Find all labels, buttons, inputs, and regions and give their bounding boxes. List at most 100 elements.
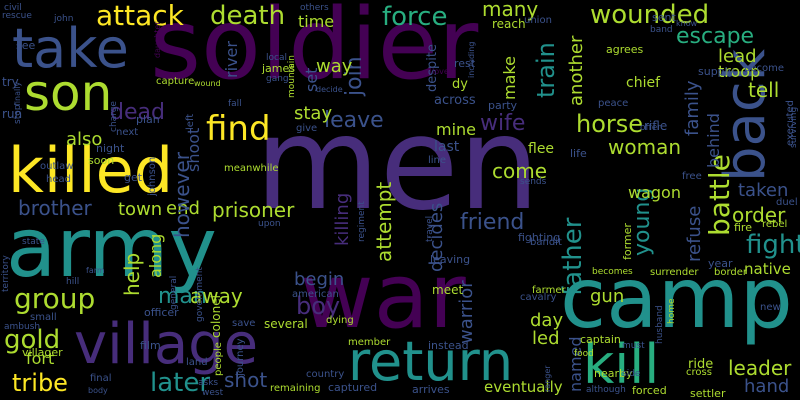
word: dying	[326, 315, 354, 326]
word: kill	[583, 333, 660, 396]
word: officer	[144, 306, 179, 319]
word: try	[2, 75, 19, 89]
word: ambush	[4, 322, 41, 332]
word: year	[708, 257, 733, 270]
word: plan	[136, 113, 160, 126]
word: forced	[632, 384, 667, 397]
word: eventually	[484, 378, 563, 396]
word: become	[744, 63, 785, 74]
word: finally	[13, 81, 22, 106]
word: offer	[640, 123, 661, 133]
word: regiment	[357, 201, 367, 242]
word: make	[500, 56, 519, 100]
word: last	[434, 139, 460, 155]
word: must	[622, 341, 645, 351]
word: rifle	[644, 119, 668, 133]
word: rescue	[2, 11, 32, 21]
word: friend	[460, 210, 525, 235]
word: west	[202, 388, 224, 398]
word: country	[306, 369, 345, 380]
word: film	[140, 339, 161, 352]
word: government	[195, 267, 205, 322]
word: although	[586, 385, 626, 395]
word: border	[714, 267, 748, 278]
word: order	[732, 203, 786, 227]
word: leaving	[430, 253, 471, 266]
word: farmer	[532, 285, 566, 296]
word: bandit	[530, 237, 562, 248]
word: take	[12, 17, 129, 80]
word: gang	[266, 74, 289, 84]
word: farm	[86, 266, 105, 275]
word: band	[650, 25, 673, 35]
word: cavalry	[520, 292, 557, 303]
word: troop	[718, 62, 761, 81]
word: woman	[608, 135, 682, 159]
word: wife	[480, 111, 526, 136]
word: territory	[1, 255, 11, 292]
word: member	[348, 337, 391, 348]
word: refuse	[684, 205, 705, 262]
word: daughter	[153, 21, 162, 58]
word: several	[264, 317, 308, 331]
word: party	[488, 99, 518, 112]
word: come	[492, 159, 548, 183]
word: stay	[294, 103, 333, 124]
word: body	[88, 386, 108, 395]
word: nearby	[594, 367, 633, 380]
word: begin	[294, 269, 345, 290]
word: leave	[324, 108, 384, 133]
word: also	[66, 129, 103, 150]
word: meet	[432, 283, 464, 297]
word: land	[186, 357, 208, 368]
word: day	[530, 310, 564, 331]
word: prisoner	[212, 198, 295, 222]
word: return	[348, 330, 514, 393]
word: side	[622, 369, 641, 379]
word: line	[428, 155, 447, 166]
word: along	[146, 233, 165, 278]
word: chief	[626, 75, 661, 91]
word: town	[118, 199, 163, 220]
word: find	[206, 109, 271, 149]
word: others	[300, 3, 329, 13]
word: another	[566, 35, 587, 106]
word: war	[300, 244, 466, 349]
word: away	[190, 284, 243, 308]
word: see	[16, 39, 36, 52]
word: tribe	[12, 369, 68, 397]
word: union	[524, 15, 552, 26]
word: end	[166, 198, 200, 219]
word: surviving	[789, 106, 799, 148]
word: free	[682, 171, 702, 182]
word: dy	[452, 77, 468, 92]
word: fight	[746, 230, 800, 260]
word: men	[255, 90, 540, 239]
word: escape	[676, 24, 755, 49]
word: man	[158, 284, 207, 309]
word: horse	[576, 110, 644, 138]
word: husband	[655, 305, 665, 344]
word: sent	[652, 11, 676, 24]
word: shoot	[184, 127, 203, 172]
word: james	[262, 62, 296, 75]
word: including	[467, 41, 476, 78]
word: state	[22, 237, 45, 247]
word: leader	[728, 356, 792, 380]
word: gold	[4, 325, 61, 355]
word: army	[6, 201, 217, 296]
word: charge	[109, 101, 119, 132]
word: mountain	[287, 55, 297, 98]
word: travel	[425, 215, 435, 242]
word: fort	[26, 349, 55, 368]
word: many	[482, 0, 539, 21]
word: remaining	[270, 383, 321, 394]
word: mine	[436, 120, 477, 139]
word: reach	[492, 17, 526, 31]
word: native	[744, 260, 791, 278]
word: fire	[734, 221, 752, 234]
word: life	[570, 147, 587, 160]
word: shot	[224, 368, 268, 392]
word: local	[266, 53, 287, 63]
